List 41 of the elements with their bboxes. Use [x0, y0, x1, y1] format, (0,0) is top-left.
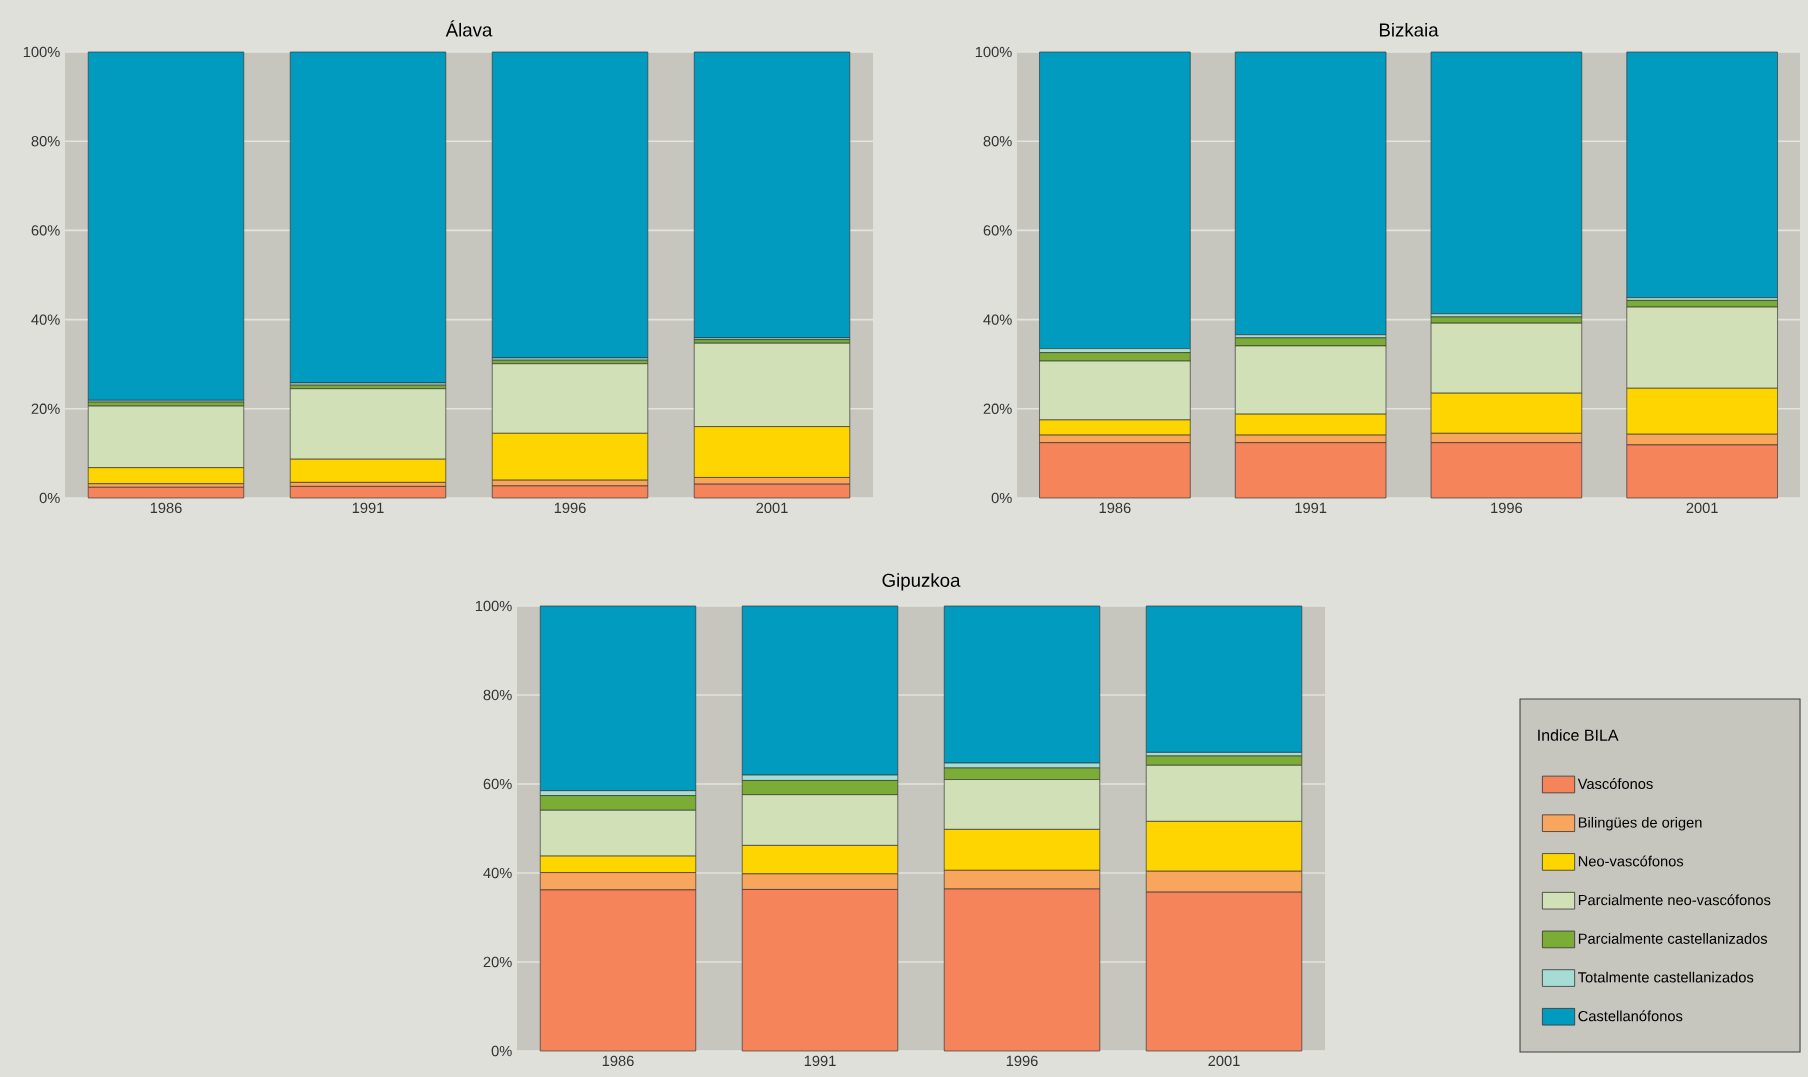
y-tick-label: 60%: [31, 225, 60, 236]
x-tick-label: 1996: [1006, 1055, 1038, 1067]
y-tick-label: 100%: [975, 46, 1012, 58]
y-tick-label: 20%: [483, 956, 512, 968]
y-tick-label: 60%: [983, 225, 1012, 236]
x-tick-label: 1991: [804, 1055, 836, 1067]
x-tick-label: 1996: [1491, 502, 1523, 514]
x-tick-label: 1986: [602, 1055, 634, 1067]
x-tick-label: 1996: [554, 502, 586, 514]
x-tick-label: 2001: [1208, 1055, 1240, 1067]
x-tick-label: 2001: [1686, 502, 1718, 514]
legend-label: Castellanófonos: [1578, 1010, 1683, 1022]
x-tick-label: 1991: [352, 502, 384, 514]
x-tick-label: 1986: [150, 502, 182, 514]
y-tick-label: 100%: [475, 600, 512, 612]
y-tick-label: 60%: [483, 778, 512, 790]
legend-label: Totalmente castellanizados: [1578, 971, 1754, 983]
chart-title: Álava: [445, 20, 493, 37]
y-tick-label: 100%: [23, 46, 60, 58]
x-tick-label: 2001: [756, 502, 788, 514]
y-tick-label: 0%: [39, 492, 60, 504]
chart-title: Gipuzkoa: [882, 573, 961, 591]
y-tick-label: 20%: [983, 403, 1012, 414]
y-tick-label: 20%: [31, 403, 60, 414]
y-tick-label: 80%: [31, 136, 60, 147]
legend-label: Vascófonos: [1577, 778, 1653, 790]
y-tick-label: 80%: [983, 136, 1012, 147]
x-tick-label: 1986: [1099, 502, 1131, 514]
legend-label: Parcialmente castellanizados: [1578, 933, 1768, 944]
legend-title: Indice BILA: [1538, 729, 1619, 741]
x-tick-label: 1991: [1295, 502, 1327, 514]
legend-label: Neo-vascófonos: [1578, 855, 1684, 867]
y-tick-label: 0%: [491, 1045, 512, 1057]
y-tick-label: 0%: [991, 492, 1012, 504]
y-tick-label: 80%: [483, 689, 512, 701]
y-tick-label: 40%: [31, 314, 60, 325]
legend-label: Bilingües de origen: [1578, 816, 1702, 831]
y-tick-label: 40%: [483, 867, 512, 879]
chart-title: Bizkaia: [1379, 22, 1439, 37]
legend-label: Parcialmente neo-vascófonos: [1578, 894, 1771, 906]
y-tick-label: 40%: [983, 314, 1012, 325]
